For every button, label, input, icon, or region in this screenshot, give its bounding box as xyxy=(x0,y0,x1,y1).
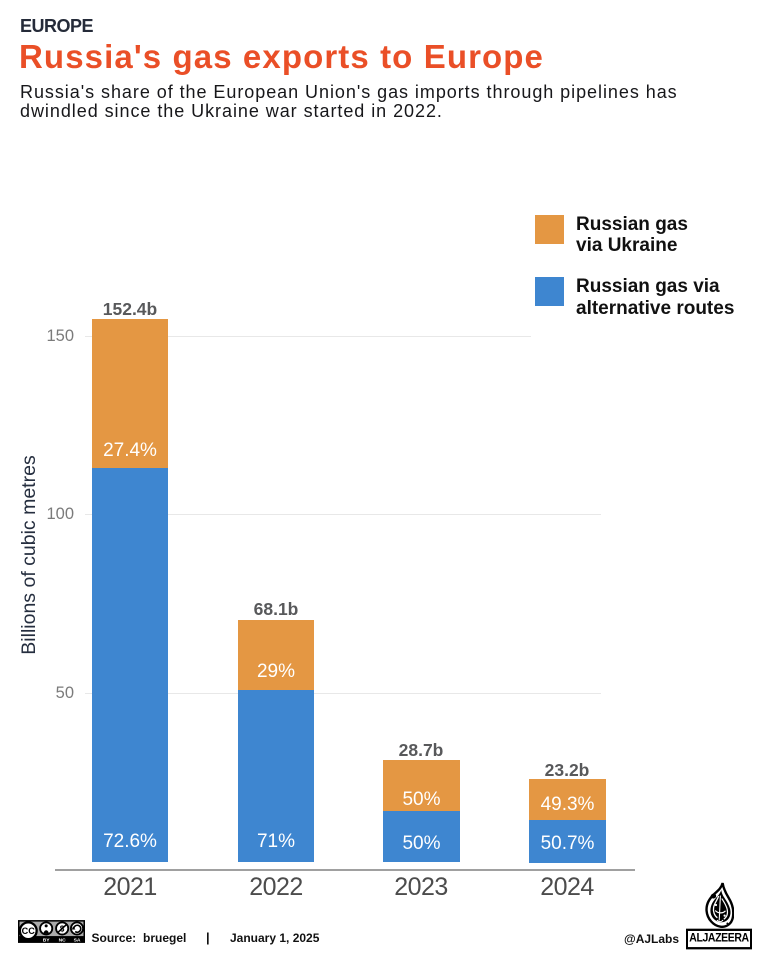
svg-text:SA: SA xyxy=(74,938,81,943)
svg-text:CC: CC xyxy=(22,926,36,936)
svg-text:BY: BY xyxy=(43,938,51,943)
svg-text:NC: NC xyxy=(59,938,67,943)
